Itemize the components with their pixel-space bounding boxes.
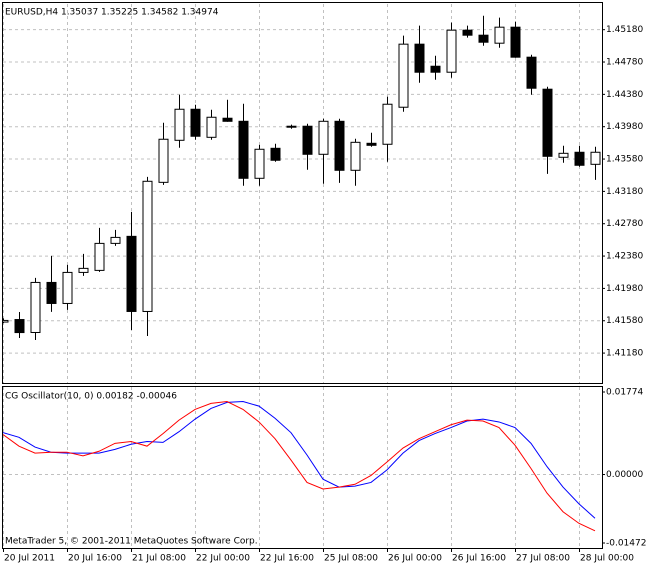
price-title: EURUSD,H4 1.35037 1.35225 1.34582 1.3497…: [5, 8, 219, 18]
candle-body: [302, 125, 313, 155]
candle-body: [222, 117, 233, 122]
candle-body: [494, 26, 505, 44]
x-tick-label: 20 Jul 2011: [4, 554, 55, 564]
y-tick-label: 0.01774: [606, 388, 643, 398]
y-tick-label: 1.44380: [606, 90, 643, 100]
x-tick-label: 21 Jul 08:00: [132, 554, 186, 564]
candle-body: [14, 319, 25, 334]
x-tick-label: 26 Jul 00:00: [388, 554, 442, 564]
candle-body: [430, 65, 441, 73]
oscillator-title: CG Oscillator(10, 0) 0.00182 -0.00046: [5, 392, 177, 402]
x-tick-label: 28 Jul 00:00: [580, 554, 634, 564]
x-tick-label: 26 Jul 16:00: [452, 554, 506, 564]
candle-body: [574, 151, 585, 166]
x-tick-label: 27 Jul 08:00: [516, 554, 570, 564]
candle-body: [462, 29, 473, 36]
candle-body: [110, 236, 121, 244]
y-tick-label: 1.41980: [606, 284, 643, 294]
candle-body: [206, 116, 217, 138]
x-tick-label: 20 Jul 16:00: [68, 554, 122, 564]
candle-body: [30, 281, 41, 333]
candle-body: [334, 120, 345, 171]
candle-body: [270, 147, 281, 161]
candle-body: [398, 43, 409, 108]
candle-body: [558, 152, 569, 158]
y-tick-label: 1.44780: [606, 58, 643, 68]
y-tick-label: 1.41580: [606, 316, 643, 326]
candle-body: [318, 120, 329, 155]
oscillator-line: [3, 400, 596, 532]
candle-body: [174, 108, 185, 141]
candle-body: [382, 103, 393, 145]
candle-body: [478, 34, 489, 43]
y-tick-label: 1.43580: [606, 155, 643, 165]
candle-body: [446, 29, 457, 73]
y-tick-label: -0.01472: [606, 539, 646, 549]
candle-body: [126, 235, 137, 312]
candle-body: [3, 319, 9, 323]
y-tick-label: 0.00000: [606, 470, 643, 480]
oscillator-panel-border: [2, 386, 603, 549]
candle-body: [590, 151, 601, 165]
x-tick-label: 22 Jul 00:00: [196, 554, 250, 564]
footer: MetaTrader 5, © 2001-2011 MetaQuotes Sof…: [5, 537, 258, 547]
candle-body: [542, 88, 553, 157]
candle-body: [414, 43, 425, 73]
candle-body: [142, 180, 153, 312]
candle-body: [158, 138, 169, 183]
candle-body: [286, 125, 297, 128]
y-tick-label: 1.43180: [606, 187, 643, 197]
x-tick-label: 22 Jul 16:00: [260, 554, 314, 564]
candle-body: [190, 108, 201, 137]
candle-body: [62, 271, 73, 304]
candle-body: [46, 281, 57, 304]
y-tick-label: 1.42380: [606, 252, 643, 262]
candle-body: [78, 267, 89, 273]
candle-body: [94, 242, 105, 271]
candle-body: [350, 141, 361, 171]
candle-body: [510, 26, 521, 58]
candle-body: [254, 148, 265, 179]
candle-body: [366, 142, 377, 146]
y-tick-label: 1.43980: [606, 122, 643, 132]
y-tick-label: 1.45180: [606, 25, 643, 35]
y-tick-label: 1.41180: [606, 349, 643, 359]
x-tick-label: 25 Jul 08:00: [324, 554, 378, 564]
oscillator-line: [3, 400, 596, 519]
y-tick-label: 1.42780: [606, 219, 643, 229]
price-panel-border: [2, 2, 603, 384]
candle-body: [238, 120, 249, 179]
candle-body: [526, 56, 537, 89]
